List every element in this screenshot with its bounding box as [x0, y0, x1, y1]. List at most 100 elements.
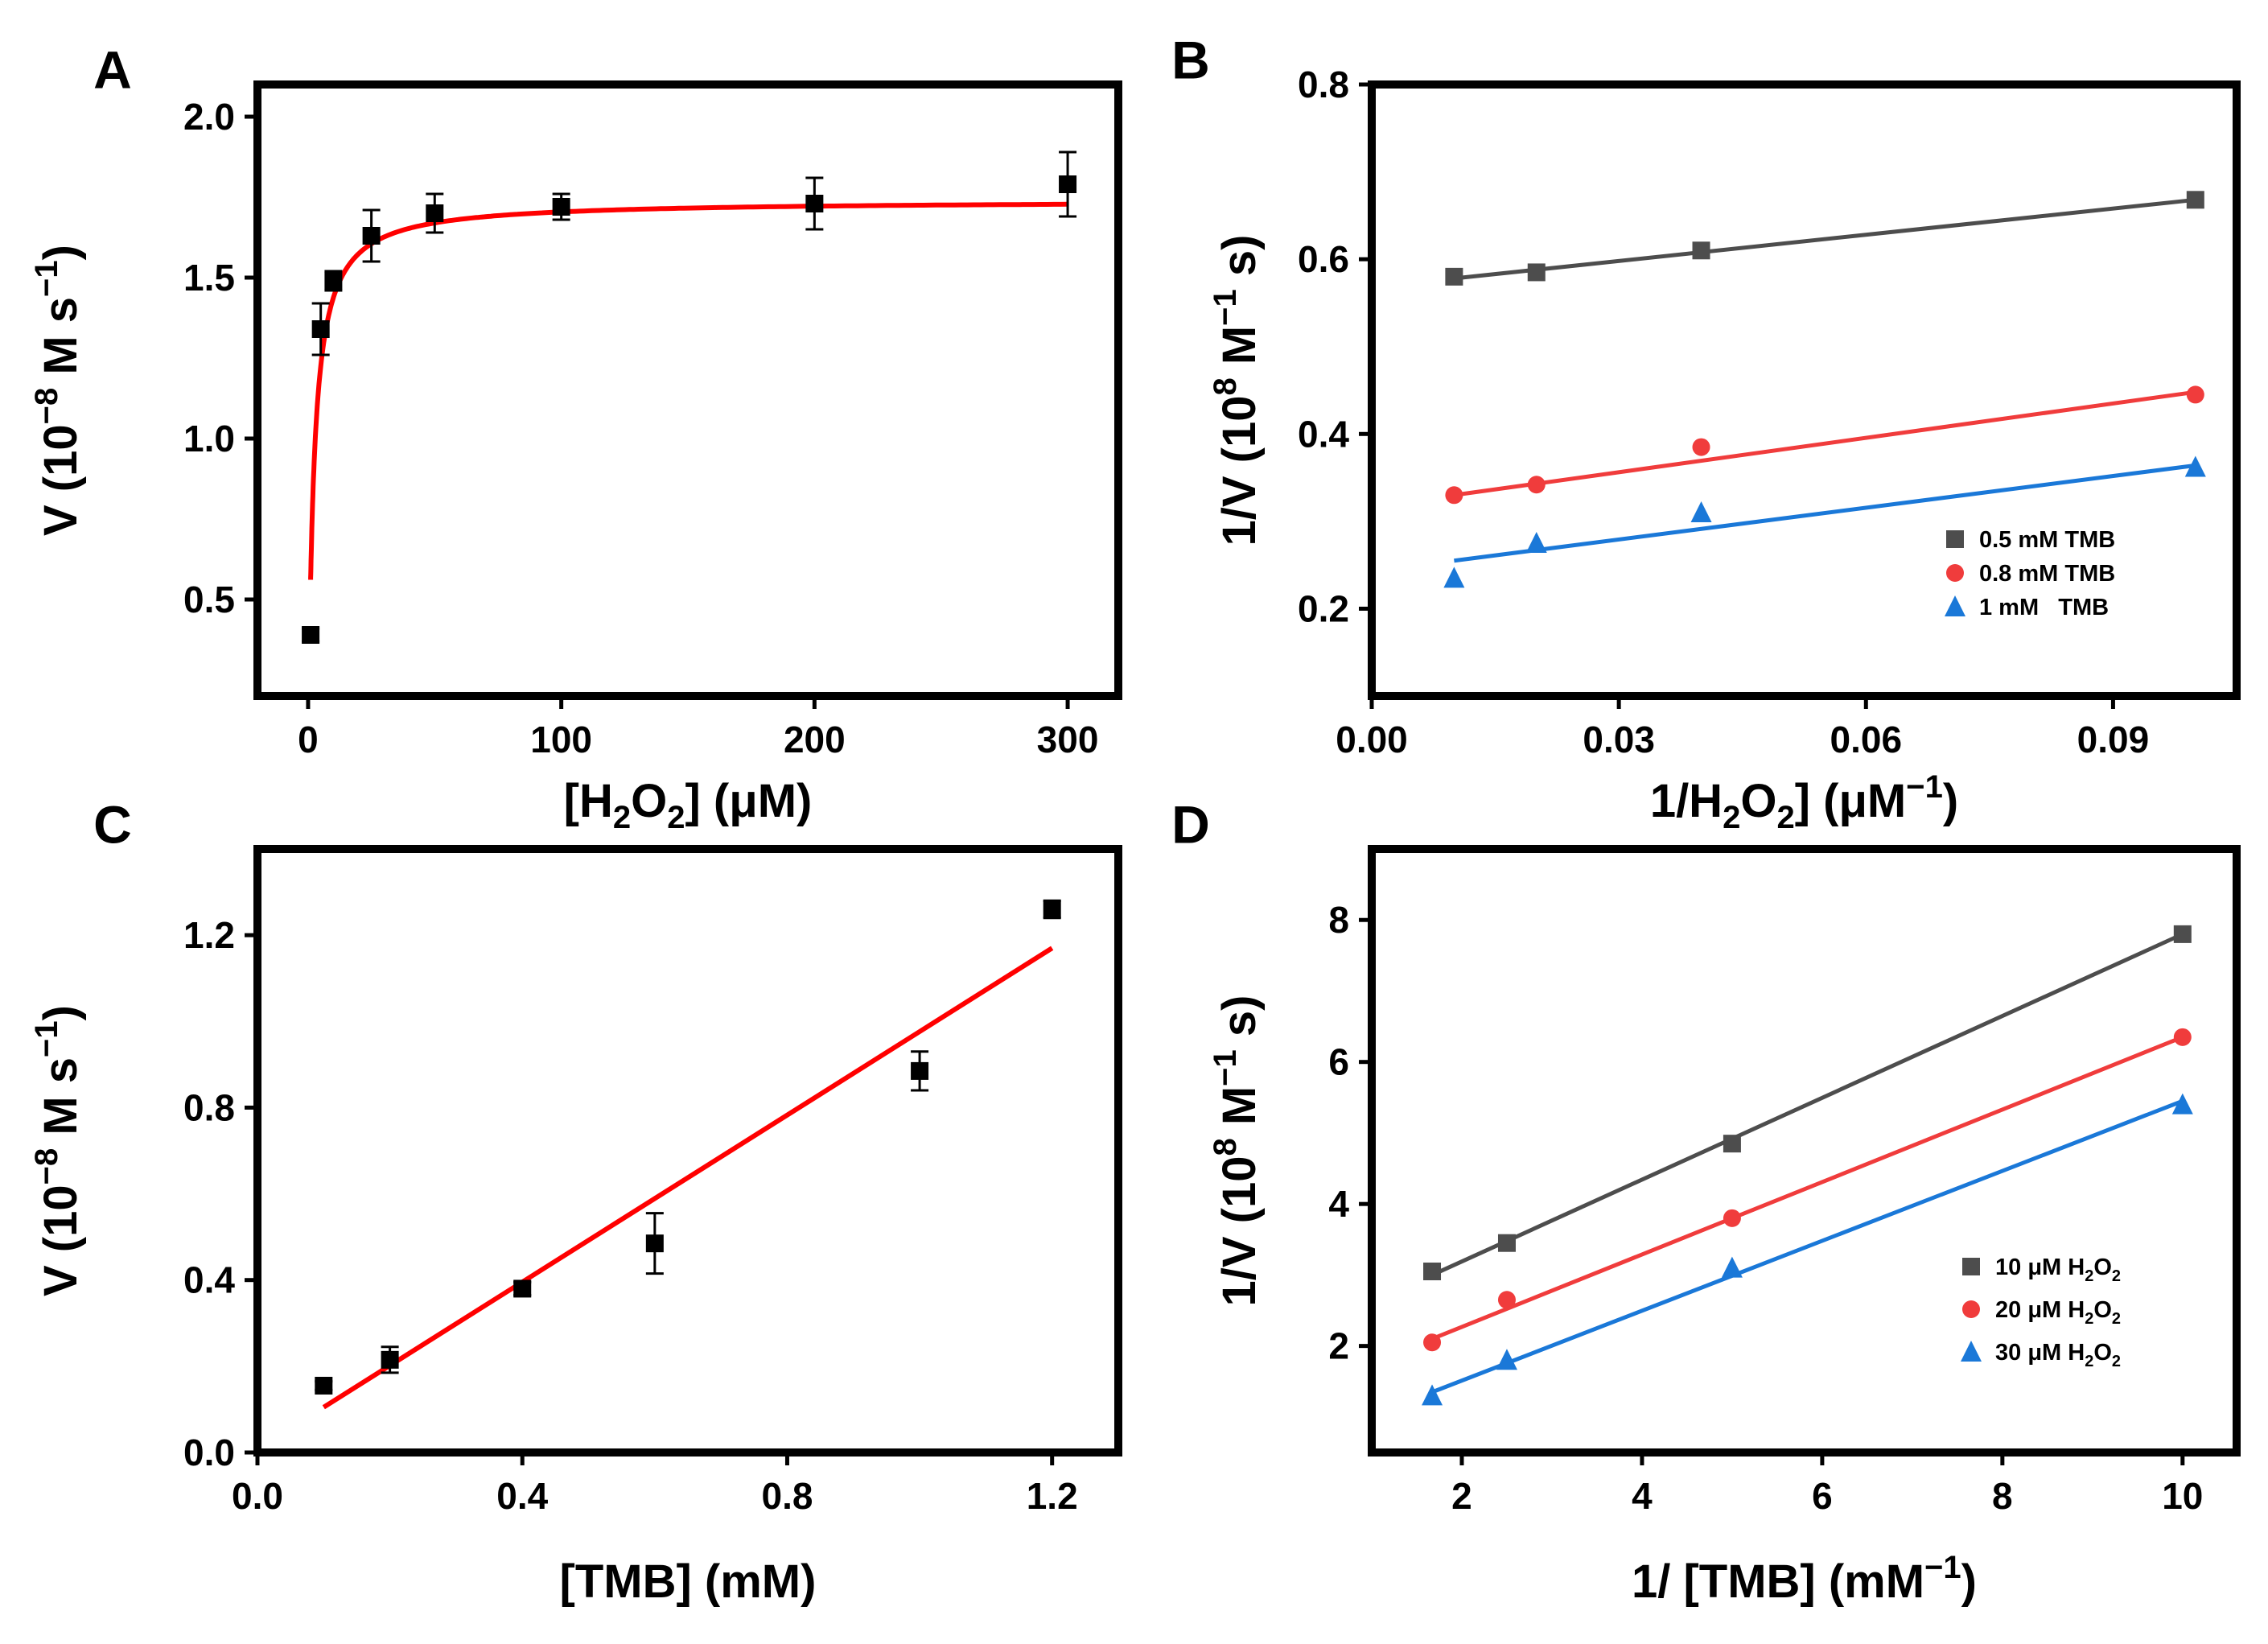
series-fit-line [1454, 389, 2196, 497]
data-point [311, 320, 330, 338]
data-point [645, 1234, 664, 1253]
x-tick-label: 4 [1632, 1475, 1653, 1517]
y-tick-label: 1.5 [183, 257, 235, 299]
y-tick-label: 0.0 [183, 1432, 235, 1473]
y-tick-label: 2 [1328, 1325, 1349, 1367]
legend-entry: 1 mM TMB [1979, 595, 2109, 620]
label-text: 20 μM H [1995, 1297, 2085, 1323]
data-point [2184, 455, 2206, 477]
y-tick-label: 0.8 [183, 1086, 235, 1128]
x-tick-label: 0.0 [232, 1475, 283, 1517]
series-fit-line [1430, 932, 2184, 1277]
x-tick-label: 0.00 [1336, 719, 1408, 760]
label-subscript: 2 [2112, 1310, 2121, 1328]
data-point [324, 272, 343, 290]
data-point [1445, 486, 1463, 505]
label-superscript: −1 [1906, 769, 1943, 805]
data-point [1525, 532, 1547, 553]
label-text: 30 μM H [1995, 1340, 2085, 1366]
legend: 0.5 mM TMB 0.8 mM TMB 1 mM TMB [1945, 527, 2115, 620]
legend-entry: 0.8 mM TMB [1979, 561, 2115, 587]
label-text: M s [35, 1057, 87, 1148]
x-tick-label: 0.03 [1583, 719, 1655, 760]
x-tick-label: 0.8 [761, 1475, 813, 1517]
data-point [1721, 1256, 1743, 1278]
y-tick-label: 8 [1328, 899, 1349, 941]
series-3 [1422, 1093, 2193, 1406]
label-superscript: −1 [1924, 1550, 1961, 1585]
label-text: M [1213, 326, 1266, 377]
panel-label: B [1171, 30, 1210, 89]
x-tick-label: 0.4 [496, 1475, 548, 1517]
data-point [1445, 267, 1463, 286]
data-point [1497, 1234, 1516, 1252]
label-subscript: 2 [2112, 1267, 2121, 1285]
legend-marker [1961, 1341, 1982, 1362]
y-tick-label: 0.4 [183, 1259, 235, 1301]
label-text: M [1213, 1086, 1266, 1138]
panel-label: D [1171, 794, 1210, 854]
data-point [2171, 1093, 2193, 1115]
label-superscript: −1 [29, 1020, 64, 1057]
y-tick-label: 2.0 [183, 96, 235, 138]
data-point [1497, 1291, 1516, 1309]
series-fit-line [1454, 197, 2196, 281]
label-superscript: −1 [29, 260, 64, 297]
series-3 [1443, 455, 2206, 588]
data-point [1423, 1333, 1442, 1352]
x-tick-label: 0.06 [1830, 719, 1903, 760]
label-text: [TMB] (mM) [560, 1555, 817, 1608]
data-point [302, 626, 320, 644]
x-tick-label: 6 [1812, 1475, 1833, 1517]
label-text: 1/H [1650, 775, 1723, 827]
label-text: 1/V (10 [1213, 1156, 1266, 1306]
label-text: V (10 [35, 424, 87, 536]
x-tick-label: 200 [784, 719, 846, 760]
data-point [1527, 263, 1546, 282]
data-point [1443, 567, 1465, 588]
label-superscript: 8 [1208, 377, 1243, 395]
legend-entry: 0.5 mM TMB [1979, 527, 2115, 553]
series-1 [1445, 191, 2204, 286]
y-tick-label: 4 [1328, 1183, 1349, 1225]
label-text: V (10 [35, 1185, 87, 1296]
data-point [911, 1061, 929, 1080]
fit-line [322, 946, 1054, 1410]
x-axis-label: [TMB] (mM) [560, 1555, 817, 1608]
label-superscript: −1 [1208, 1049, 1243, 1086]
legend-marker [1962, 1300, 1980, 1318]
legend-entry: 20 μM H2O2 [1995, 1297, 2121, 1328]
series-fit-line [1454, 463, 2196, 563]
data-point [805, 195, 824, 212]
y-tick-label: 6 [1328, 1041, 1349, 1083]
label-text: 10 μM H [1995, 1255, 2085, 1280]
series-1 [1423, 925, 2192, 1280]
label-text: ) [1943, 775, 1958, 827]
fit-curve [308, 201, 1068, 580]
panel-b: B0.00 0.03 0.06 0.090.20.40.60.81/H2O2] (μM… [1171, 30, 2241, 835]
y-tick-label: 0.8 [1298, 64, 1349, 105]
legend-marker [1946, 530, 1964, 548]
data-point [1527, 476, 1546, 494]
label-subscript: 2 [2085, 1267, 2093, 1285]
y-tick-label: 0.4 [1298, 413, 1349, 455]
label-subscript: 2 [2085, 1310, 2093, 1328]
series-2 [1445, 385, 2204, 505]
data-point [513, 1279, 532, 1298]
label-text: O [2093, 1255, 2112, 1280]
x-axis-label: 1/H2O2] (μM−1) [1650, 769, 1958, 835]
y-tick-label: 1.2 [183, 914, 235, 956]
data-point [426, 204, 444, 222]
label-subscript: 2 [1776, 800, 1794, 835]
data-point [552, 198, 570, 216]
data-point [1723, 1209, 1741, 1227]
series-2 [1423, 1028, 2192, 1352]
label-text: ) [35, 1005, 87, 1020]
label-text: M s [35, 297, 87, 388]
y-tick-label: 0.2 [1298, 587, 1349, 629]
y-axis-label: V (10−8 M s−1) [29, 245, 87, 536]
label-subscript: 2 [613, 800, 631, 835]
data-point [315, 1376, 333, 1395]
